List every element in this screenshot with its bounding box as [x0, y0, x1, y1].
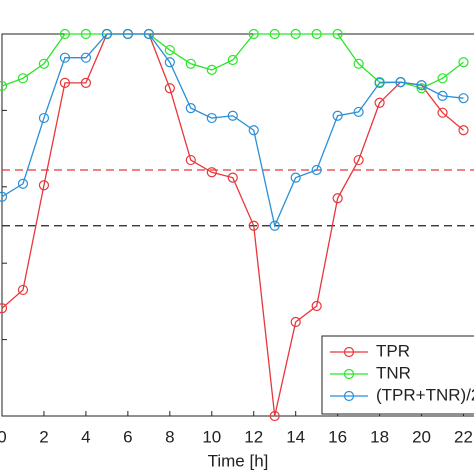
- marker: [332, 28, 343, 40]
- marker: [311, 28, 322, 40]
- legend-label: TPR: [376, 341, 410, 360]
- x-tick-label: 16: [328, 427, 347, 446]
- x-tick-label: 2: [39, 427, 48, 446]
- marker: [374, 97, 385, 108]
- x-axis-label: Time [h]: [208, 451, 269, 470]
- marker: [206, 64, 217, 76]
- marker: [374, 77, 385, 88]
- marker: [332, 193, 343, 204]
- marker: [227, 54, 238, 66]
- marker: [59, 77, 71, 88]
- x-tick-label: 20: [412, 427, 431, 446]
- marker: [17, 73, 29, 84]
- marker: [80, 77, 92, 88]
- marker: [290, 28, 301, 40]
- series-line: [1, 33, 464, 228]
- x-tick-label: 10: [202, 427, 221, 446]
- legend-marker: [343, 368, 355, 380]
- marker: [290, 172, 301, 183]
- marker: [122, 28, 133, 40]
- marker: [269, 220, 280, 231]
- x-tick-label: 8: [165, 427, 174, 446]
- marker: [395, 77, 406, 88]
- marker: [269, 28, 280, 40]
- marker: [227, 172, 238, 183]
- marker: [17, 178, 29, 189]
- legend-label: (TPR+TNR)/2: [376, 385, 474, 404]
- marker: [17, 284, 29, 296]
- legend-label: TNR: [376, 363, 411, 382]
- marker: [206, 112, 217, 124]
- marker: [164, 83, 175, 94]
- legend-marker: [343, 346, 355, 358]
- marker: [38, 112, 50, 124]
- marker: [353, 154, 364, 166]
- marker: [0, 80, 8, 92]
- marker: [332, 110, 343, 121]
- legend-box: [321, 335, 474, 415]
- marker: [185, 154, 196, 166]
- marker: [80, 28, 92, 40]
- marker: [437, 73, 448, 84]
- marker: [38, 180, 50, 191]
- marker: [227, 110, 238, 121]
- marker: [59, 28, 71, 40]
- x-tick-label: 22: [454, 427, 473, 446]
- series-line: [1, 33, 464, 417]
- marker: [353, 106, 364, 118]
- marker: [458, 57, 469, 68]
- marker: [353, 58, 364, 69]
- marker: [185, 58, 196, 69]
- marker: [437, 107, 448, 118]
- marker: [0, 303, 8, 314]
- x-tick-label: 4: [81, 427, 90, 446]
- marker: [164, 57, 175, 68]
- marker: [101, 28, 112, 40]
- x-tick-label: 14: [286, 427, 305, 446]
- marker: [416, 83, 427, 94]
- marker: [290, 316, 301, 328]
- marker: [458, 125, 469, 136]
- x-tick-label: 6: [123, 427, 132, 446]
- legend-marker: [343, 390, 355, 402]
- marker: [269, 410, 280, 422]
- x-tick-label: 18: [370, 427, 389, 446]
- marker: [185, 103, 196, 114]
- marker: [80, 52, 92, 63]
- marker: [206, 167, 217, 178]
- marker: [437, 90, 448, 101]
- legend: TPR TNR (TPR+TNR)/2: [321, 335, 474, 415]
- x-tick-label: 12: [244, 427, 263, 446]
- x-tick-label: 0: [0, 427, 7, 446]
- marker: [164, 44, 175, 56]
- marker: [248, 125, 259, 136]
- marker: [458, 93, 469, 104]
- marker: [311, 164, 322, 176]
- marker: [248, 220, 259, 231]
- marker: [416, 80, 427, 91]
- plot-frame: [1, 33, 474, 417]
- marker: [59, 52, 71, 63]
- marker: [143, 28, 154, 40]
- marker: [0, 191, 8, 202]
- marker: [311, 300, 322, 312]
- marker: [38, 58, 50, 69]
- marker: [248, 28, 259, 40]
